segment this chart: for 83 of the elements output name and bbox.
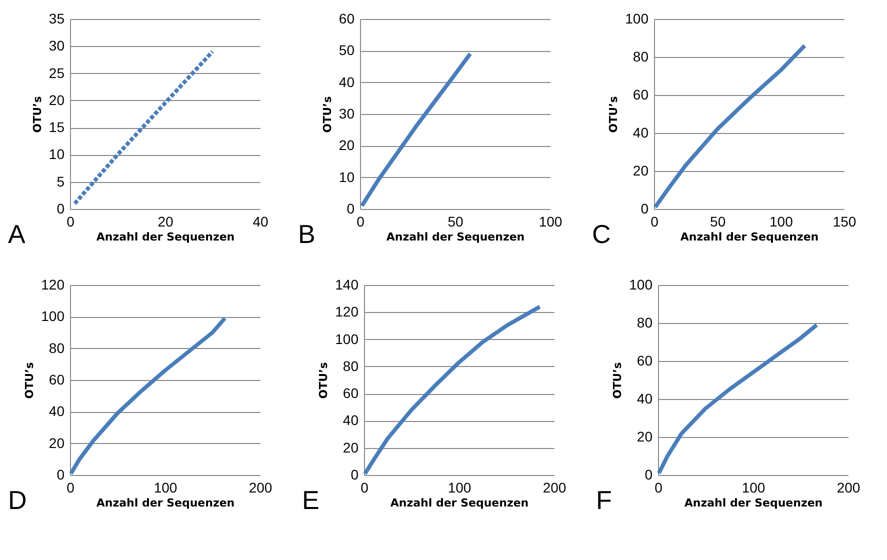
x-tick-label: 100 [448, 480, 472, 496]
y-tick-label: 40 [342, 412, 359, 428]
y-tick-label: 30 [48, 38, 65, 54]
y-tick-label: 120 [41, 276, 65, 292]
text: D [8, 485, 27, 515]
line-series [360, 52, 472, 208]
x-tick-label: 150 [832, 214, 856, 230]
y-tick-label: 140 [335, 276, 359, 292]
x-axis-title: Anzahl der Sequenzen [390, 496, 529, 510]
y-tick-label: 10 [48, 146, 65, 162]
x-tick-label: 100 [742, 480, 766, 496]
y-axis-title: OTU’s [317, 362, 330, 399]
y-tick-label: 20 [48, 92, 65, 108]
y-tick-label: 0 [346, 200, 355, 216]
y-tick-label: 20 [48, 434, 65, 451]
y-tick-label: 60 [636, 352, 653, 368]
x-tick-label: 200 [248, 480, 272, 496]
x-tick-label: 200 [542, 480, 566, 496]
text: F [596, 485, 612, 515]
y-tick-label: 60 [338, 10, 355, 26]
x-tick-label: 100 [538, 214, 562, 230]
y-tick-label: 100 [629, 276, 653, 292]
line-series [656, 322, 819, 476]
y-tick-label: 80 [48, 340, 65, 356]
x-tick-label: 0 [66, 480, 75, 496]
y-axis-title: OTU’s [607, 96, 620, 133]
y-tick-label: 0 [56, 200, 65, 216]
y-tick-label: 120 [335, 304, 359, 320]
y-tick-label: 5 [56, 173, 65, 190]
line-series [653, 44, 807, 210]
text: B [298, 219, 316, 249]
x-axis-title: Anzahl der Sequenzen [684, 496, 823, 510]
y-tick-label: 100 [41, 308, 65, 324]
y-axis-title: OTU’s [611, 362, 624, 399]
x-tick-label: 0 [654, 480, 663, 496]
x-tick-label: 40 [252, 214, 268, 230]
y-tick-label: 60 [632, 86, 649, 102]
y-tick-label: 35 [48, 10, 65, 26]
y-tick-label: 15 [48, 119, 65, 136]
x-tick-label: 20 [158, 214, 174, 230]
x-tick-label: 100 [154, 480, 178, 496]
y-tick-label: 0 [56, 466, 65, 482]
x-axis-title: Anzahl der Sequenzen [680, 230, 819, 244]
y-axis-title: OTU’s [23, 362, 36, 399]
x-axis-title: Anzahl der Sequenzen [386, 230, 525, 244]
y-tick-label: 20 [338, 137, 355, 154]
y-tick-label: 40 [338, 74, 355, 90]
x-tick-label: 50 [448, 214, 464, 230]
y-axis-title: OTU’s [320, 96, 334, 133]
line-series [68, 316, 227, 476]
y-tick-label: 60 [48, 372, 65, 388]
y-tick-label: 80 [636, 314, 653, 330]
y-tick-label: 0 [644, 466, 653, 482]
x-tick-label: 0 [360, 480, 369, 496]
y-tick-label: 60 [342, 385, 359, 402]
y-tick-label: 0 [350, 466, 359, 482]
y-tick-label: 25 [48, 64, 65, 81]
y-tick-label: 0 [640, 200, 649, 216]
text: E [302, 485, 320, 515]
y-tick-label: 80 [632, 48, 649, 64]
x-tick-label: 100 [769, 214, 794, 230]
x-tick-label: 0 [66, 214, 75, 230]
x-tick-label: 200 [836, 480, 860, 496]
y-tick-label: 40 [48, 403, 65, 420]
y-tick-label: 20 [632, 162, 649, 178]
y-tick-label: 40 [636, 390, 653, 406]
y-axis-title: OTU’s [30, 96, 44, 133]
y-tick-label: 80 [342, 358, 359, 374]
x-tick-label: 50 [710, 214, 726, 230]
line-series [72, 50, 214, 206]
y-tick-label: 20 [342, 439, 359, 456]
x-axis-title: Anzahl der Sequenzen [96, 230, 235, 244]
y-tick-label: 100 [335, 330, 359, 347]
text: A [8, 219, 26, 249]
y-tick-label: 20 [636, 428, 653, 444]
y-tick-label: 50 [338, 42, 355, 58]
line-series [362, 304, 542, 476]
text: C [592, 219, 611, 249]
y-tick-label: 40 [632, 124, 649, 140]
x-axis-title: Anzahl der Sequenzen [96, 496, 235, 510]
y-tick-label: 100 [625, 10, 649, 26]
y-tick-label: 10 [338, 168, 355, 185]
y-tick-label: 30 [338, 106, 355, 122]
